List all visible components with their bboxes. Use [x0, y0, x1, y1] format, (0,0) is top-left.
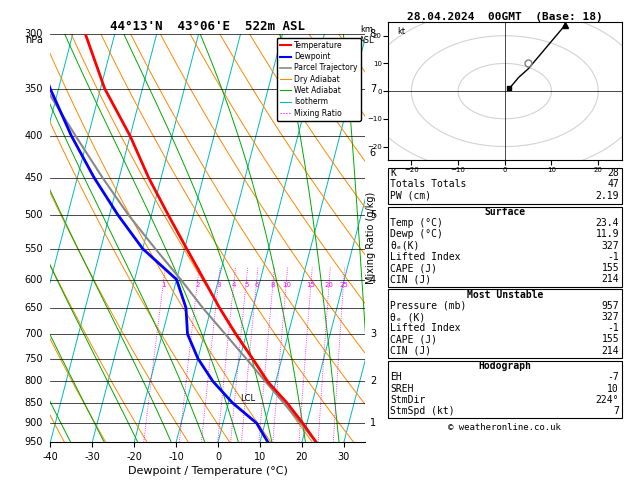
Text: SREH: SREH [391, 383, 414, 394]
Text: 400: 400 [25, 131, 43, 141]
Text: 3: 3 [370, 329, 376, 339]
Text: CAPE (J): CAPE (J) [391, 334, 438, 345]
Text: 214: 214 [601, 346, 619, 356]
Text: 1: 1 [370, 418, 376, 428]
Text: 7: 7 [613, 406, 619, 416]
Text: Mixing Ratio (g/kg): Mixing Ratio (g/kg) [366, 192, 376, 284]
Text: 155: 155 [601, 263, 619, 273]
Text: 600: 600 [25, 275, 43, 284]
Text: PW (cm): PW (cm) [391, 191, 431, 201]
Text: 957: 957 [601, 301, 619, 311]
Text: 8: 8 [370, 29, 376, 39]
Text: CIN (J): CIN (J) [391, 274, 431, 284]
Text: 550: 550 [24, 243, 43, 254]
Bar [388, 361, 621, 418]
Bar [388, 168, 621, 204]
Text: 5: 5 [370, 210, 376, 220]
Text: Hodograph: Hodograph [478, 361, 532, 371]
Text: 28.04.2024  00GMT  (Base: 18): 28.04.2024 00GMT (Base: 18) [407, 12, 603, 22]
Bar [388, 289, 621, 358]
Text: Totals Totals: Totals Totals [391, 179, 467, 190]
Text: 214: 214 [601, 274, 619, 284]
Text: K: K [391, 168, 396, 178]
Text: 5: 5 [244, 282, 248, 289]
Text: StmDir: StmDir [391, 395, 426, 405]
Text: 327: 327 [601, 241, 619, 251]
Text: θₑ (K): θₑ (K) [391, 312, 426, 322]
Text: -1: -1 [608, 252, 619, 262]
Text: 2: 2 [195, 282, 199, 289]
Text: 350: 350 [25, 84, 43, 94]
Text: -7: -7 [608, 372, 619, 382]
Text: 700: 700 [25, 329, 43, 339]
Text: 10: 10 [282, 282, 291, 289]
Text: 155: 155 [601, 334, 619, 345]
Text: km
ASL: km ASL [359, 25, 375, 45]
Text: θₑ(K): θₑ(K) [391, 241, 420, 251]
Text: Most Unstable: Most Unstable [467, 290, 543, 300]
Text: 4: 4 [370, 275, 376, 284]
Text: 224°: 224° [596, 395, 619, 405]
Text: 850: 850 [25, 398, 43, 408]
Text: CAPE (J): CAPE (J) [391, 263, 438, 273]
Title: 44°13'N  43°06'E  522m ASL: 44°13'N 43°06'E 522m ASL [110, 20, 305, 33]
Text: 750: 750 [24, 353, 43, 364]
Text: 3: 3 [216, 282, 221, 289]
Text: 23.4: 23.4 [596, 218, 619, 228]
Text: 900: 900 [25, 418, 43, 428]
Text: 2: 2 [370, 376, 376, 386]
Text: 650: 650 [25, 303, 43, 313]
Text: 500: 500 [25, 210, 43, 220]
Text: 450: 450 [25, 173, 43, 183]
Text: 800: 800 [25, 376, 43, 386]
Text: Lifted Index: Lifted Index [391, 252, 461, 262]
Text: 2.19: 2.19 [596, 191, 619, 201]
Text: Lifted Index: Lifted Index [391, 323, 461, 333]
Text: ≔≔≔: ≔≔≔ [401, 17, 428, 45]
X-axis label: Dewpoint / Temperature (°C): Dewpoint / Temperature (°C) [128, 466, 287, 476]
Text: 25: 25 [339, 282, 348, 289]
Text: 7: 7 [370, 84, 376, 94]
Text: Temp (°C): Temp (°C) [391, 218, 443, 228]
Text: 28: 28 [608, 168, 619, 178]
Bar [388, 207, 621, 287]
Text: 8: 8 [271, 282, 276, 289]
Text: 47: 47 [608, 179, 619, 190]
Text: 11.9: 11.9 [596, 229, 619, 240]
Text: -1: -1 [608, 323, 619, 333]
Text: 1: 1 [161, 282, 165, 289]
Text: Pressure (mb): Pressure (mb) [391, 301, 467, 311]
Text: Surface: Surface [484, 207, 525, 217]
Text: 6: 6 [370, 148, 376, 158]
Text: EH: EH [391, 372, 402, 382]
Text: 20: 20 [325, 282, 333, 289]
Text: CIN (J): CIN (J) [391, 346, 431, 356]
Text: 4: 4 [231, 282, 236, 289]
Text: 6: 6 [254, 282, 259, 289]
Text: 327: 327 [601, 312, 619, 322]
Text: Dewp (°C): Dewp (°C) [391, 229, 443, 240]
Text: 15: 15 [306, 282, 316, 289]
Text: 300: 300 [25, 29, 43, 39]
Text: 950: 950 [25, 437, 43, 447]
Text: 10: 10 [608, 383, 619, 394]
Text: hPa: hPa [25, 35, 43, 45]
Text: © weatheronline.co.uk: © weatheronline.co.uk [448, 423, 561, 433]
Legend: Temperature, Dewpoint, Parcel Trajectory, Dry Adiabat, Wet Adiabat, Isotherm, Mi: Temperature, Dewpoint, Parcel Trajectory… [277, 38, 361, 121]
Text: LCL: LCL [240, 394, 255, 403]
Text: StmSpd (kt): StmSpd (kt) [391, 406, 455, 416]
